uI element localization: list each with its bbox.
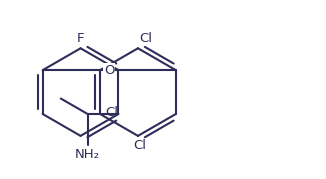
Text: Cl: Cl: [140, 32, 153, 45]
Text: NH₂: NH₂: [75, 149, 100, 161]
Text: Cl: Cl: [105, 106, 118, 119]
Text: F: F: [77, 32, 84, 45]
Text: O: O: [104, 64, 114, 77]
Text: Cl: Cl: [133, 139, 146, 153]
